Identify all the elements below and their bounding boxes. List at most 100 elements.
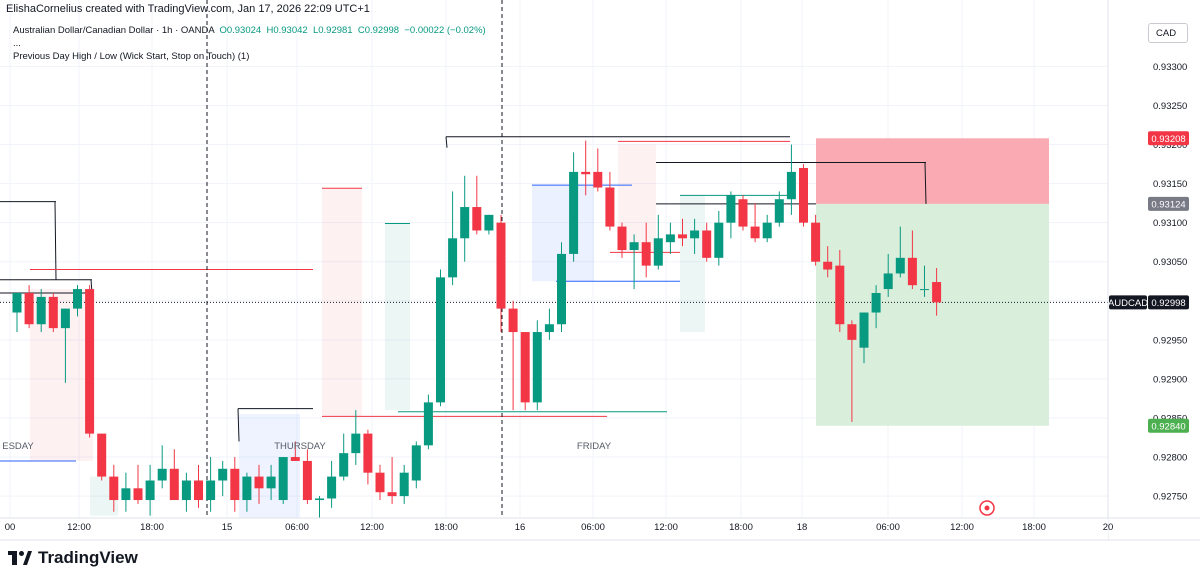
candle-body[interactable] <box>653 238 663 266</box>
candle-body[interactable] <box>920 289 929 291</box>
candle-body[interactable] <box>242 476 252 501</box>
candle-body[interactable] <box>109 476 119 501</box>
candle-body[interactable] <box>738 199 748 227</box>
candle-body[interactable] <box>157 468 167 481</box>
symbol-name[interactable]: Australian Dollar/Canadian Dollar · 1h ·… <box>13 25 215 36</box>
legend-more[interactable]: ... <box>13 38 21 49</box>
candle-body[interactable] <box>859 312 869 348</box>
candle-body[interactable] <box>895 257 905 274</box>
candle-body[interactable] <box>847 324 857 340</box>
candle-body[interactable] <box>12 292 22 313</box>
candle-body[interactable] <box>811 222 821 262</box>
candle-body[interactable] <box>472 207 482 231</box>
candle-body[interactable] <box>823 261 833 270</box>
price-tick-label: 0.93150 <box>1153 179 1187 190</box>
candle-body[interactable] <box>339 453 349 477</box>
candle-body[interactable] <box>363 433 373 473</box>
candle-body[interactable] <box>266 476 276 489</box>
time-tick-label: 06:00 <box>876 522 900 533</box>
candle-body[interactable] <box>181 480 191 501</box>
candle-body[interactable] <box>121 488 131 501</box>
candle-body[interactable] <box>48 296 58 329</box>
candle-body[interactable] <box>387 492 397 497</box>
candle-body[interactable] <box>73 289 82 309</box>
level-line[interactable] <box>445 136 448 148</box>
candle-body[interactable] <box>169 468 179 501</box>
candle-body[interactable] <box>544 324 554 333</box>
candle-body[interactable] <box>508 308 518 333</box>
indicator-name[interactable]: Previous Day High / Low (Wick Start, Sto… <box>13 51 250 62</box>
candle-body[interactable] <box>532 332 542 403</box>
candle-body[interactable] <box>665 234 675 243</box>
candle-body[interactable] <box>133 488 143 501</box>
candle-body[interactable] <box>629 242 639 251</box>
level-line[interactable] <box>237 408 240 442</box>
stop-loss-zone[interactable] <box>816 138 1049 204</box>
candle-body[interactable] <box>423 402 433 446</box>
candle-body[interactable] <box>448 238 458 278</box>
candle-body[interactable] <box>593 171 603 188</box>
candle-body[interactable] <box>871 292 881 313</box>
candle-body[interactable] <box>278 457 288 501</box>
candle-body[interactable] <box>290 457 300 461</box>
candle-body[interactable] <box>399 472 409 497</box>
candle-body[interactable] <box>496 222 506 309</box>
candle-body[interactable] <box>726 195 736 223</box>
time-tick-label: 20 <box>1103 522 1114 533</box>
candle-body[interactable] <box>206 480 216 501</box>
candle-body[interactable] <box>315 498 324 501</box>
candle-body[interactable] <box>254 476 264 489</box>
candle-body[interactable] <box>702 230 712 258</box>
candle-body[interactable] <box>907 257 917 286</box>
candle-body[interactable] <box>97 433 107 477</box>
candle-body[interactable] <box>557 253 566 325</box>
candle-body[interactable] <box>883 273 893 290</box>
level-line[interactable] <box>54 201 57 280</box>
level-line[interactable] <box>924 162 927 204</box>
candle-body[interactable] <box>218 468 228 481</box>
candle-body[interactable] <box>85 289 95 434</box>
time-tick-label: 18:00 <box>434 522 458 533</box>
candle-body[interactable] <box>520 332 530 403</box>
candle-body[interactable] <box>690 230 700 239</box>
candle-body[interactable] <box>230 468 240 501</box>
price-tick-label: 0.92950 <box>1153 335 1187 346</box>
candle-body[interactable] <box>327 476 337 499</box>
candle-body[interactable] <box>641 242 651 266</box>
time-axis[interactable] <box>0 518 1108 540</box>
candle-body[interactable] <box>36 296 46 325</box>
currency-button[interactable]: CAD <box>1148 23 1188 43</box>
candle-body[interactable] <box>145 480 155 501</box>
candle-body[interactable] <box>194 480 203 501</box>
candle-body[interactable] <box>436 277 445 403</box>
target-price-label-bg <box>1148 418 1189 433</box>
candle-body[interactable] <box>302 460 312 501</box>
time-tick-label: 12:00 <box>950 522 974 533</box>
candle-body[interactable] <box>835 265 845 325</box>
candle-body[interactable] <box>605 187 615 227</box>
candle-body[interactable] <box>932 282 942 303</box>
candle-body[interactable] <box>799 167 808 223</box>
candle-body[interactable] <box>750 226 760 239</box>
entry-price-label: 0.93124 <box>1151 199 1185 210</box>
time-tick-label: 15 <box>222 522 233 533</box>
take-profit-zone[interactable] <box>816 203 1049 426</box>
candle-body[interactable] <box>460 207 470 239</box>
candle-body[interactable] <box>762 222 772 239</box>
candle-body[interactable] <box>569 171 579 254</box>
candle-body[interactable] <box>24 292 34 325</box>
current-price-label: 0.92998 <box>1151 298 1185 309</box>
candle-body[interactable] <box>411 445 421 481</box>
candle-body[interactable] <box>714 222 724 258</box>
candle-body[interactable] <box>678 234 687 239</box>
candle-body[interactable] <box>351 433 361 454</box>
candle-body[interactable] <box>786 171 796 200</box>
candle-body[interactable] <box>581 171 591 175</box>
candle-body[interactable] <box>375 472 385 493</box>
candle-body[interactable] <box>60 308 70 329</box>
candle-body[interactable] <box>484 214 494 231</box>
candle-body[interactable] <box>774 199 784 223</box>
price-axis[interactable] <box>1108 0 1200 540</box>
candle-body[interactable] <box>617 226 627 251</box>
